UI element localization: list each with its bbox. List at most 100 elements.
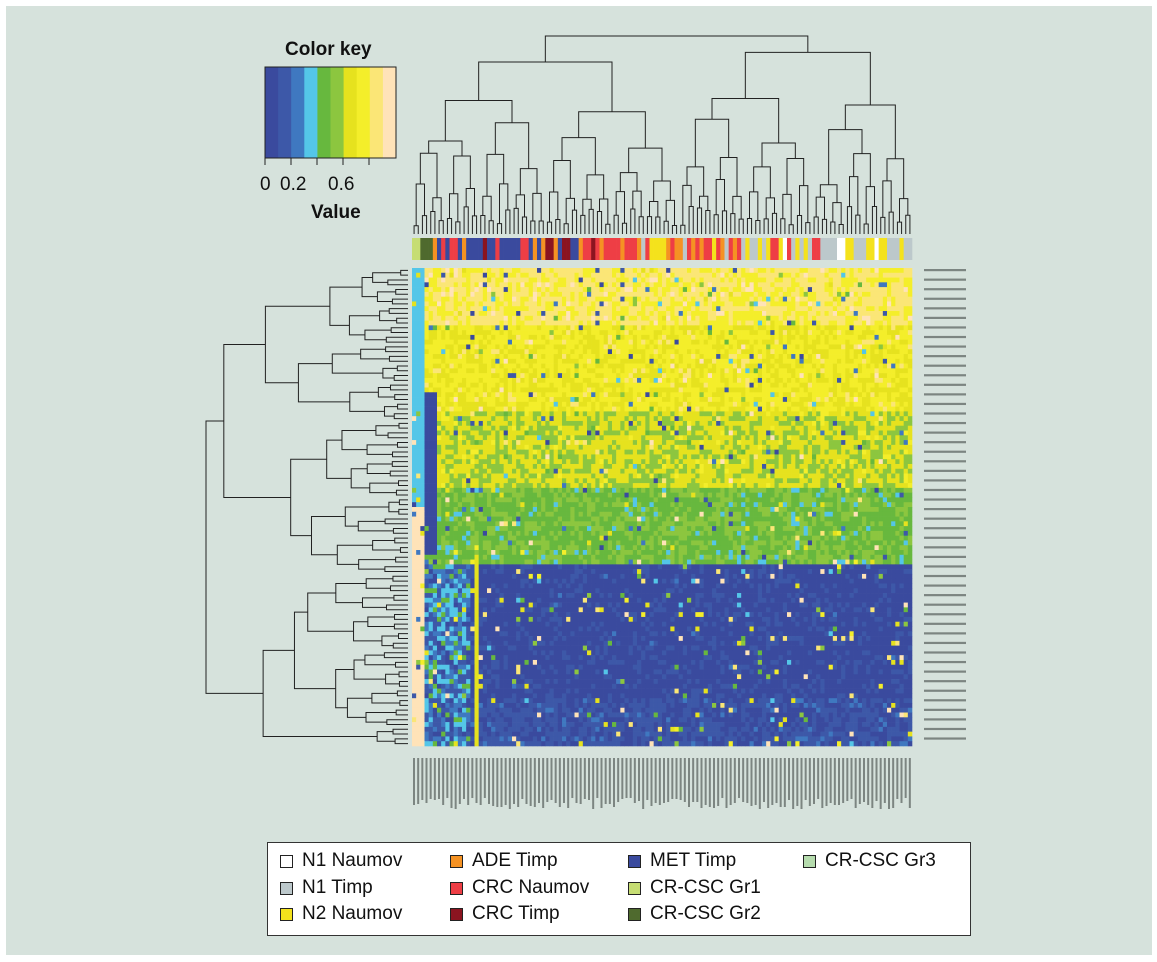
heatmap-cell [549, 325, 554, 331]
heatmap-cell [512, 330, 517, 336]
heatmap-cell [532, 416, 538, 422]
heatmap-cell [674, 368, 679, 374]
heatmap-cell [795, 440, 800, 446]
heatmap-cell [887, 291, 892, 297]
heatmap-cell [687, 301, 692, 307]
heatmap-cell [462, 301, 467, 307]
heatmap-cell [666, 397, 671, 403]
heatmap-cell [537, 416, 542, 422]
heatmap-cell [432, 325, 438, 331]
heatmap-cell [491, 330, 496, 336]
heatmap-cell [749, 425, 754, 431]
heatmap-cell [432, 306, 438, 312]
heatmap-cell [549, 406, 554, 412]
heatmap-cell [566, 401, 571, 407]
heatmap-cell [903, 373, 909, 379]
heatmap-cell [557, 277, 563, 283]
heatmap-cell [728, 435, 734, 441]
heatmap-cell [878, 282, 884, 288]
heatmap-cell [866, 287, 871, 293]
heatmap-cell [828, 272, 834, 278]
heatmap-cell [578, 272, 584, 278]
heatmap-cell [624, 268, 629, 274]
heatmap-cell [791, 416, 796, 422]
heatmap-cell [799, 377, 804, 384]
heatmap-cell [712, 368, 717, 374]
heatmap-cell [803, 420, 809, 427]
heatmap-cell [687, 311, 692, 317]
heatmap-cell [503, 392, 509, 398]
heatmap-cell [741, 349, 746, 355]
heatmap-cell [678, 344, 684, 350]
heatmap-cell [791, 401, 796, 407]
heatmap-cell [828, 440, 834, 446]
column-dendrogram-link [413, 225, 419, 234]
heatmap-cell [778, 377, 784, 384]
heatmap-cell [657, 373, 663, 379]
heatmap-cell [432, 416, 438, 422]
heatmap-cell [870, 411, 875, 417]
heatmap-cell [603, 387, 609, 393]
heatmap-cell [662, 306, 667, 312]
heatmap-cell [741, 296, 746, 302]
heatmap-cell [749, 440, 754, 446]
heatmap-cell [895, 387, 900, 393]
heatmap-cell [687, 444, 692, 450]
heatmap-cell [453, 368, 459, 374]
heatmap-cell [674, 420, 679, 427]
heatmap-cell [432, 440, 438, 446]
heatmap-cell [466, 301, 471, 307]
heatmap-cell [432, 401, 438, 407]
heatmap-cell [582, 440, 588, 446]
heatmap-cell [553, 339, 559, 345]
column-dendrogram-link [863, 223, 869, 234]
heatmap-cell [566, 444, 571, 450]
column-dendrogram-link [496, 223, 503, 234]
heatmap-cell [616, 277, 621, 283]
heatmap-cell [412, 397, 417, 403]
heatmap-cell [766, 306, 771, 312]
heatmap-cell [841, 440, 846, 446]
heatmap-cell [466, 416, 471, 422]
heatmap-cell [632, 291, 638, 297]
heatmap-cell [782, 377, 788, 384]
heatmap-cell [562, 449, 567, 455]
heatmap-cell [487, 440, 492, 446]
heatmap-cell [687, 435, 692, 441]
heatmap-cell [503, 358, 509, 364]
heatmap-cell [487, 435, 492, 441]
column-group-cell [778, 238, 784, 260]
heatmap-cell [503, 440, 509, 446]
heatmap-cell [412, 387, 417, 393]
heatmap-cell [753, 420, 759, 427]
column-dendrogram-link [721, 210, 728, 234]
heatmap-cell [853, 311, 859, 317]
heatmap-cell [849, 425, 854, 431]
heatmap-cell [778, 416, 784, 422]
heatmap-cell [674, 358, 679, 364]
heatmap-cell [882, 363, 888, 369]
heatmap-cell [907, 373, 913, 379]
heatmap-cell [895, 420, 900, 427]
color-key-segment [356, 67, 371, 158]
heatmap-cell [782, 282, 788, 288]
heatmap-cell [803, 377, 809, 384]
heatmap-cell [599, 349, 604, 355]
heatmap-cell [566, 435, 571, 441]
heatmap-cell [649, 334, 654, 340]
heatmap-cell [778, 344, 784, 350]
heatmap-cell [853, 387, 859, 393]
heatmap-cell [816, 430, 821, 436]
heatmap-cell [595, 449, 600, 455]
heatmap-cell [449, 358, 454, 364]
heatmap-cell [516, 406, 521, 412]
heatmap-cell [687, 282, 692, 288]
heatmap-cell [787, 425, 792, 431]
heatmap-cell [766, 339, 771, 345]
heatmap-cell [520, 282, 525, 288]
heatmap-cell [432, 363, 438, 369]
heatmap-cell [445, 425, 450, 431]
heatmap-cell [741, 311, 746, 317]
heatmap-cell [416, 377, 421, 384]
heatmap-cell [707, 282, 713, 288]
